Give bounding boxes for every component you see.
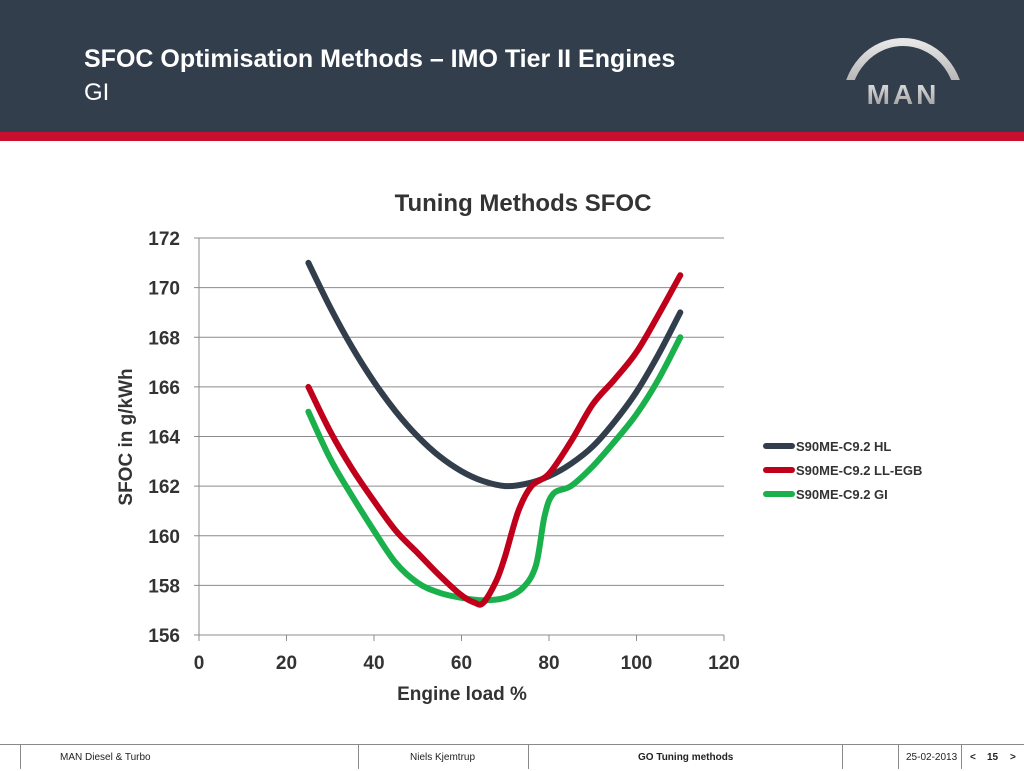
page-title: SFOC Optimisation Methods – IMO Tier II … — [84, 45, 676, 73]
y-tick-label: 164 — [148, 428, 180, 449]
chart-gridlines — [199, 237, 724, 586]
logo-text-backing — [842, 80, 964, 106]
footer-author: Niels Kjemtrup — [410, 752, 476, 763]
page-number: 15 — [987, 752, 999, 763]
footer-divider — [842, 745, 843, 769]
footer-date: 25-02-2013 — [906, 752, 958, 763]
header-accent-line — [0, 132, 1024, 141]
series-line-3 — [305, 334, 684, 604]
x-axis-ticks: 0 20 40 60 80 100 120 — [194, 635, 740, 674]
x-tick-label: 120 — [708, 653, 740, 674]
prev-page-button[interactable]: < — [970, 752, 976, 763]
y-tick-label: 168 — [148, 328, 180, 349]
sfoc-chart: Tuning Methods SFOC 156 158 160 162 164 166 16… — [116, 190, 922, 705]
y-tick-label: 156 — [148, 626, 180, 647]
footer-divider — [20, 745, 21, 769]
x-tick-label: 100 — [621, 653, 653, 674]
x-tick-label: 0 — [194, 653, 205, 674]
y-tick-label: 160 — [148, 527, 180, 548]
legend-label: S90ME-C9.2 HL — [796, 439, 891, 454]
footer-divider — [898, 745, 899, 769]
chart-legend: S90ME-C9.2 HL S90ME-C9.2 LL-EGB S90ME-C9.2… — [763, 439, 922, 502]
series-line-1 — [305, 259, 684, 490]
y-tick-label: 172 — [148, 229, 180, 250]
footer-company: MAN Diesel & Turbo — [60, 752, 151, 763]
series-line-2 — [305, 272, 684, 608]
x-tick-label: 60 — [451, 653, 472, 674]
footer-bar: MAN Diesel & Turbo Niels Kjemtrup GO Tun… — [0, 744, 1024, 769]
logo-text: MAN — [867, 79, 940, 110]
y-tick-label: 162 — [148, 477, 180, 498]
legend-label: S90ME-C9.2 LL-EGB — [796, 463, 922, 478]
logo-arc — [842, 38, 964, 105]
man-logo: MAN — [842, 38, 964, 110]
chart-series — [305, 259, 684, 608]
legend-label: S90ME-C9.2 GI — [796, 487, 888, 502]
next-page-button[interactable]: > — [1010, 752, 1016, 763]
y-axis-label: SFOC in g/kWh — [116, 368, 137, 505]
x-axis-label: Engine load % — [397, 684, 527, 705]
footer-topic: GO Tuning methods — [638, 752, 734, 763]
chart-title: Tuning Methods SFOC — [395, 190, 652, 217]
y-tick-label: 170 — [148, 279, 180, 300]
x-tick-label: 20 — [276, 653, 297, 674]
footer-divider — [358, 745, 359, 769]
y-tick-label: 158 — [148, 576, 180, 597]
y-axis-ticks: 156 158 160 162 164 166 168 170 172 — [148, 229, 199, 647]
x-tick-label: 80 — [538, 653, 559, 674]
footer-divider — [961, 745, 962, 769]
page-subtitle: GI — [84, 79, 110, 106]
x-tick-label: 40 — [363, 653, 384, 674]
y-tick-label: 166 — [148, 378, 180, 399]
footer-divider — [528, 745, 529, 769]
